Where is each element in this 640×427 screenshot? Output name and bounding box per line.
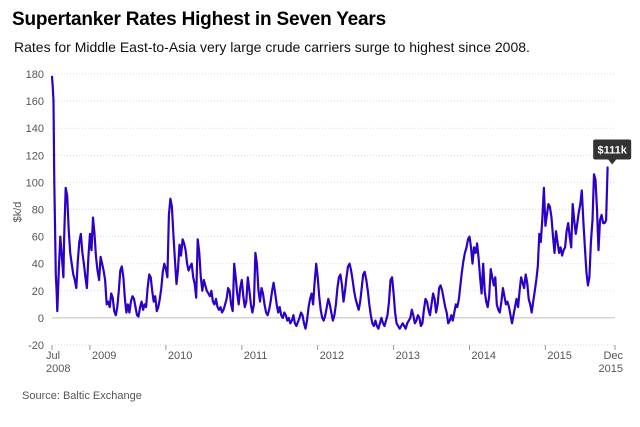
x-tick-label: 2012 bbox=[320, 350, 344, 362]
chart-subtitle: Rates for Middle East-to-Asia very large… bbox=[14, 39, 530, 55]
x-tick-label: 2015 bbox=[547, 350, 571, 362]
y-tick-label: 180 bbox=[26, 69, 44, 81]
x-tick-label: 2009 bbox=[92, 350, 116, 362]
y-tick-label: -20 bbox=[28, 340, 44, 352]
y-tick-label: 100 bbox=[26, 177, 44, 189]
value-callout: $111k bbox=[593, 139, 632, 165]
gridlines bbox=[52, 73, 615, 346]
x-tick-sublabel: 2008 bbox=[46, 363, 70, 375]
source-note: Source: Baltic Exchange bbox=[22, 390, 142, 402]
y-tick-label: 40 bbox=[32, 259, 44, 271]
callout-pointer bbox=[608, 159, 617, 165]
x-tick-label: 2011 bbox=[244, 350, 268, 362]
callout-label: $111k bbox=[598, 144, 628, 156]
y-tick-label: 140 bbox=[26, 123, 44, 135]
x-tick-label: 2010 bbox=[168, 350, 192, 362]
y-axis-label: $k/d bbox=[12, 202, 24, 223]
y-tick-label: 160 bbox=[26, 96, 44, 108]
y-tick-label: 60 bbox=[32, 232, 44, 244]
x-tick-label: 2013 bbox=[396, 350, 420, 362]
y-tick-label: 0 bbox=[38, 313, 44, 325]
x-tick-label: Dec bbox=[603, 350, 623, 362]
x-tick-label: 2014 bbox=[471, 350, 495, 362]
series-layer bbox=[50, 75, 609, 330]
y-tick-label: 80 bbox=[32, 205, 44, 217]
series-line-0 bbox=[50, 75, 609, 330]
y-tick-label: 120 bbox=[26, 150, 44, 162]
chart-title: Supertanker Rates Highest in Seven Years bbox=[12, 9, 386, 30]
x-tick-label: Jul bbox=[46, 350, 60, 362]
y-tick-label: 20 bbox=[32, 286, 44, 298]
x-tick-sublabel: 2015 bbox=[599, 363, 623, 375]
callout-box bbox=[593, 139, 632, 160]
y-tick-labels: -20 0 20 40 60 80 100 120 140 160 180 bbox=[26, 69, 44, 352]
